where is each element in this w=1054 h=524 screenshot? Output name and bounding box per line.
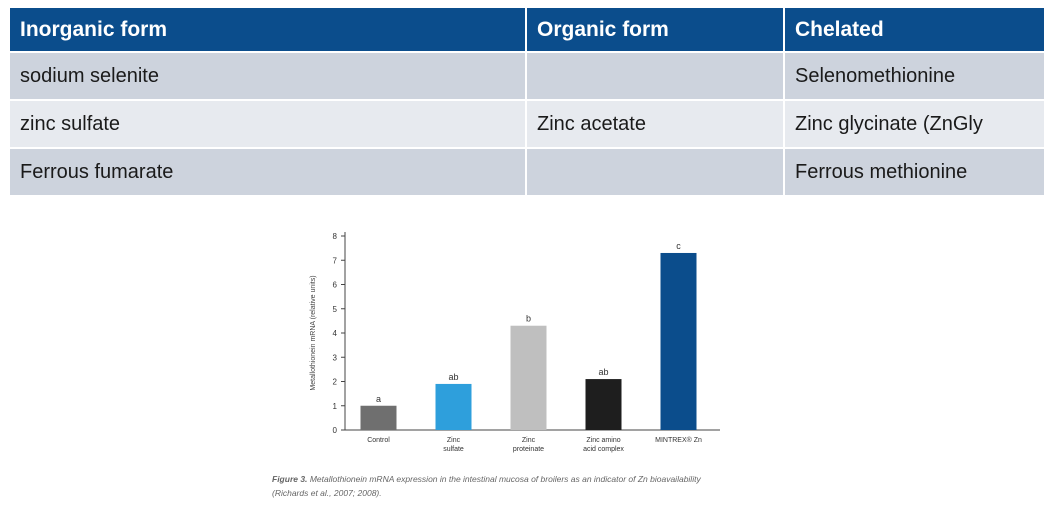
significance-label: ab — [448, 372, 458, 382]
table-cell: Selenomethionine — [784, 51, 1044, 100]
y-tick-label: 3 — [333, 353, 338, 362]
bar-chart: 0 1 2 3 4 5 6 7 8 Metallothionein mRNA (relative … — [310, 232, 720, 453]
y-tick-label: 2 — [333, 378, 338, 387]
chart-labels: 0 1 2 3 4 5 6 7 8 Metallothionein mRNA (relative … — [310, 232, 702, 453]
table-cell: Ferrous fumarate — [10, 147, 527, 195]
header-inorganic-form: Inorganic form — [10, 8, 527, 52]
y-axis-label: Metallothionein mRNA (relative units) — [310, 275, 317, 390]
x-tick-label: Zinc — [522, 437, 536, 444]
y-tick-label: 8 — [333, 232, 338, 241]
bar — [660, 252, 697, 430]
table-cell — [526, 147, 785, 195]
table-cell — [526, 51, 785, 100]
x-tick-label: Zinc — [447, 437, 461, 444]
significance-label: a — [376, 394, 381, 404]
x-tick-label: acid complex — [583, 446, 624, 453]
figure-caption: Figure 3. Metallothionein mRNA expressio… — [272, 472, 732, 500]
y-tick-label: 0 — [333, 426, 338, 435]
y-tick-label: 5 — [333, 305, 338, 314]
y-tick-label: 6 — [333, 281, 338, 290]
x-tick-label: MINTREX® Zn — [655, 436, 702, 444]
bar-chart-figure: 0 1 2 3 4 5 6 7 8 Metallothionein mRNA (relative … — [280, 220, 760, 520]
bar — [585, 379, 622, 430]
header-chelated: Chelated — [784, 8, 1044, 52]
x-tick-label: proteinate — [513, 446, 544, 453]
x-tick-label: Control — [367, 437, 390, 444]
significance-label: b — [526, 314, 531, 324]
bar — [435, 383, 472, 430]
table-cell: sodium selenite — [10, 51, 527, 100]
caption-label: Figure 3. — [272, 474, 308, 484]
table-row: Ferrous fumarate Ferrous methionine — [10, 147, 1044, 195]
chart-bars — [360, 252, 697, 430]
y-tick-label: 7 — [333, 256, 338, 265]
x-tick-label: Zinc amino — [586, 437, 620, 444]
bar — [510, 325, 547, 430]
y-tick-label: 4 — [333, 329, 338, 338]
table-header-row: Inorganic form Organic form Chelated — [10, 8, 1044, 52]
significance-label: c — [676, 241, 681, 251]
table-row: sodium selenite Selenomethionine — [10, 51, 1044, 100]
y-tick-label: 1 — [333, 402, 338, 411]
zinc-forms-table-container: Inorganic form Organic form Chelated sod… — [10, 8, 1044, 195]
table-cell: Ferrous methionine — [784, 147, 1044, 195]
significance-label: ab — [598, 367, 608, 377]
caption-text: Metallothionein mRNA expression in the i… — [272, 474, 701, 498]
table-row: zinc sulfate Zinc acetate Zinc glycinate… — [10, 99, 1044, 148]
table-cell: Zinc acetate — [526, 99, 785, 148]
x-tick-label: sulfate — [443, 446, 464, 453]
bar — [360, 405, 397, 430]
table-cell: zinc sulfate — [10, 99, 527, 148]
header-organic-form: Organic form — [526, 8, 785, 52]
mineral-forms-table: Inorganic form Organic form Chelated sod… — [10, 8, 1044, 195]
table-cell: Zinc glycinate (ZnGly — [784, 99, 1044, 148]
